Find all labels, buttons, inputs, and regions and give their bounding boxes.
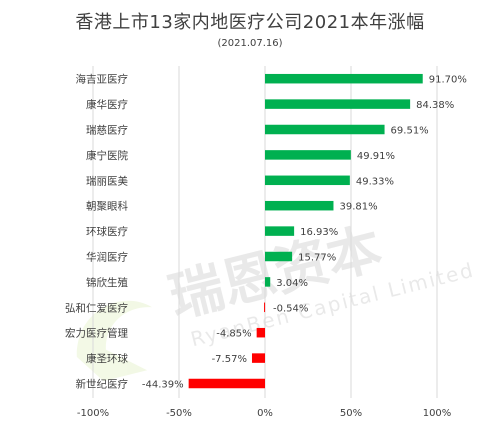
category-label: 瑞慈医疗	[86, 124, 128, 137]
data-label: 91.70%	[429, 75, 467, 86]
category-label: 新世纪医疗	[76, 378, 129, 391]
data-label: 16.93%	[300, 227, 338, 238]
bar	[265, 226, 295, 236]
x-tick-label: 0%	[257, 408, 273, 419]
chart-title: 香港上市13家内地医疗公司2021本年涨幅	[75, 12, 425, 33]
data-label: 15.77%	[298, 253, 336, 264]
data-label: -7.57%	[212, 354, 247, 365]
x-tick-label: 50%	[340, 408, 362, 419]
category-label: 朝聚眼科	[86, 200, 128, 213]
bar	[265, 73, 423, 84]
category-label: 华润医疗	[86, 251, 128, 264]
bar	[188, 378, 265, 389]
bar	[251, 353, 265, 363]
bar	[265, 200, 334, 211]
category-label: 康华医疗	[86, 98, 128, 111]
x-tick-label: -100%	[77, 408, 109, 419]
data-label: 69.51%	[391, 126, 429, 137]
bar	[256, 327, 265, 338]
bar	[265, 175, 350, 186]
category-label: 康宁医院	[86, 149, 128, 162]
data-label: 3.04%	[276, 278, 308, 289]
data-label: 39.81%	[339, 202, 377, 213]
category-label: 康圣环球	[86, 352, 128, 365]
data-label: -4.85%	[216, 329, 251, 340]
x-tick-label: -50%	[166, 408, 192, 419]
watermark-logo-icon	[76, 300, 153, 382]
category-label: 瑞丽医美	[86, 174, 128, 187]
data-label: 84.38%	[416, 100, 454, 111]
data-label: 49.91%	[357, 151, 395, 162]
category-label: 海吉亚医疗	[76, 73, 129, 86]
bar	[265, 251, 293, 262]
category-label: 环球医疗	[86, 225, 128, 238]
category-label: 锦欣生殖	[86, 276, 128, 289]
category-label: 宏力医疗管理	[65, 327, 128, 340]
data-label: -0.54%	[273, 303, 308, 314]
bar	[264, 302, 266, 313]
category-label: 弘和仁爱医疗	[65, 301, 128, 314]
bar	[265, 150, 351, 160]
data-label: 49.33%	[356, 176, 394, 187]
x-tick-label: 100%	[423, 408, 452, 419]
bar	[265, 277, 271, 287]
chart-subtitle: (2021.07.16)	[217, 38, 283, 49]
bar	[265, 99, 411, 109]
data-label: -44.39%	[142, 380, 184, 391]
bar	[265, 124, 385, 135]
